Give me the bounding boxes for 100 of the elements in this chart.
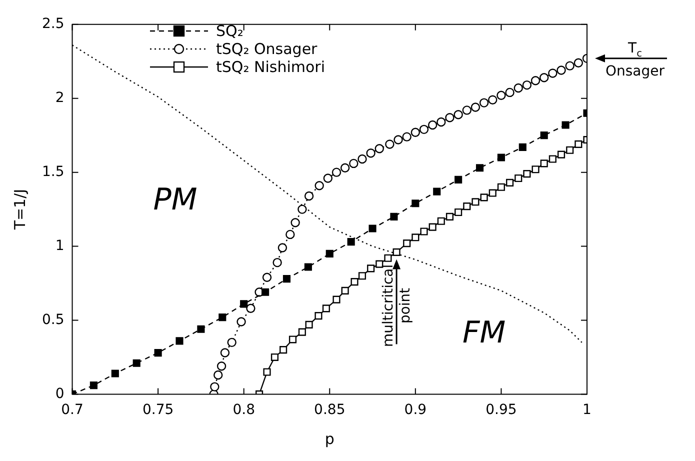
x-tick-label: 0.75: [142, 402, 174, 418]
x-tick-label: 0.7: [61, 402, 84, 418]
x-axis-title: p: [324, 430, 334, 448]
point: [314, 181, 324, 190]
point: [290, 218, 300, 228]
point: [556, 66, 566, 75]
point: [454, 176, 462, 184]
point: [332, 296, 340, 304]
point: [332, 168, 342, 177]
point: [298, 328, 306, 336]
point: [272, 258, 282, 268]
x-tick-label: 0.85: [314, 402, 346, 418]
point: [540, 160, 548, 168]
point: [557, 150, 566, 158]
annotation: FM: [462, 315, 506, 350]
point: [240, 300, 248, 308]
point: [262, 272, 272, 282]
x-tick-label: 0.8: [232, 402, 255, 418]
point: [463, 202, 471, 210]
point: [488, 189, 496, 197]
point: [326, 250, 334, 258]
point: [366, 148, 376, 158]
point: [390, 212, 398, 220]
point: [540, 73, 549, 82]
point: [514, 174, 522, 182]
point: [263, 368, 271, 376]
point: [562, 121, 570, 129]
point: [454, 110, 463, 120]
y-axis-title: T=1/J: [10, 188, 29, 231]
point: [532, 166, 540, 174]
point: [433, 188, 441, 196]
point: [412, 234, 420, 242]
point: [428, 120, 438, 130]
point: [111, 370, 119, 378]
point: [374, 144, 384, 154]
point: [548, 68, 558, 78]
point: [505, 88, 514, 98]
point: [514, 83, 523, 93]
annotation: multicritical point: [380, 264, 414, 348]
point: [350, 278, 358, 286]
annotation: PM: [153, 182, 198, 218]
point: [462, 106, 472, 115]
point: [428, 223, 436, 231]
point: [347, 238, 355, 246]
y-tick-label: 0: [55, 386, 64, 402]
point: [497, 154, 505, 162]
y-tick-label: 1: [55, 238, 64, 254]
point: [496, 90, 506, 100]
y-tick-label: 2.5: [42, 16, 64, 32]
point: [210, 382, 220, 392]
point: [176, 337, 184, 345]
point: [246, 304, 256, 314]
point: [419, 124, 429, 134]
point: [368, 224, 376, 232]
point: [322, 304, 330, 312]
point: [548, 155, 556, 163]
point: [227, 338, 236, 348]
point: [420, 228, 428, 236]
point: [304, 191, 314, 201]
point: [540, 132, 548, 140]
point: [530, 76, 540, 86]
point: [470, 102, 480, 112]
point: [384, 254, 392, 262]
point: [445, 112, 454, 122]
point: [566, 146, 574, 154]
point: [488, 95, 498, 104]
point: [385, 140, 394, 149]
point: [214, 370, 223, 380]
point: [376, 260, 384, 268]
point: [574, 58, 584, 68]
point: [454, 208, 462, 216]
point: [349, 158, 358, 168]
point: [270, 353, 279, 361]
point: [341, 286, 349, 294]
point: [476, 164, 484, 172]
point: [497, 183, 505, 191]
point: [262, 288, 270, 296]
y-tick-label: 1.5: [42, 164, 64, 180]
point: [323, 174, 333, 183]
point: [90, 382, 98, 390]
point: [340, 163, 350, 172]
point: [394, 135, 403, 144]
point: [197, 325, 205, 333]
point: [304, 263, 312, 271]
point: [522, 80, 532, 90]
point: [472, 198, 480, 206]
point: [392, 248, 400, 256]
point: [220, 348, 230, 358]
point: [479, 98, 489, 108]
point: [286, 230, 295, 240]
point: [280, 346, 288, 354]
y-tick-label: 0.5: [42, 312, 64, 328]
point: [358, 272, 366, 280]
point: [314, 312, 322, 320]
point: [446, 212, 454, 220]
point: [358, 154, 367, 164]
legend-label: SQ₂: [216, 22, 244, 40]
point: [402, 132, 412, 142]
point: [480, 194, 488, 202]
point: [565, 61, 574, 70]
